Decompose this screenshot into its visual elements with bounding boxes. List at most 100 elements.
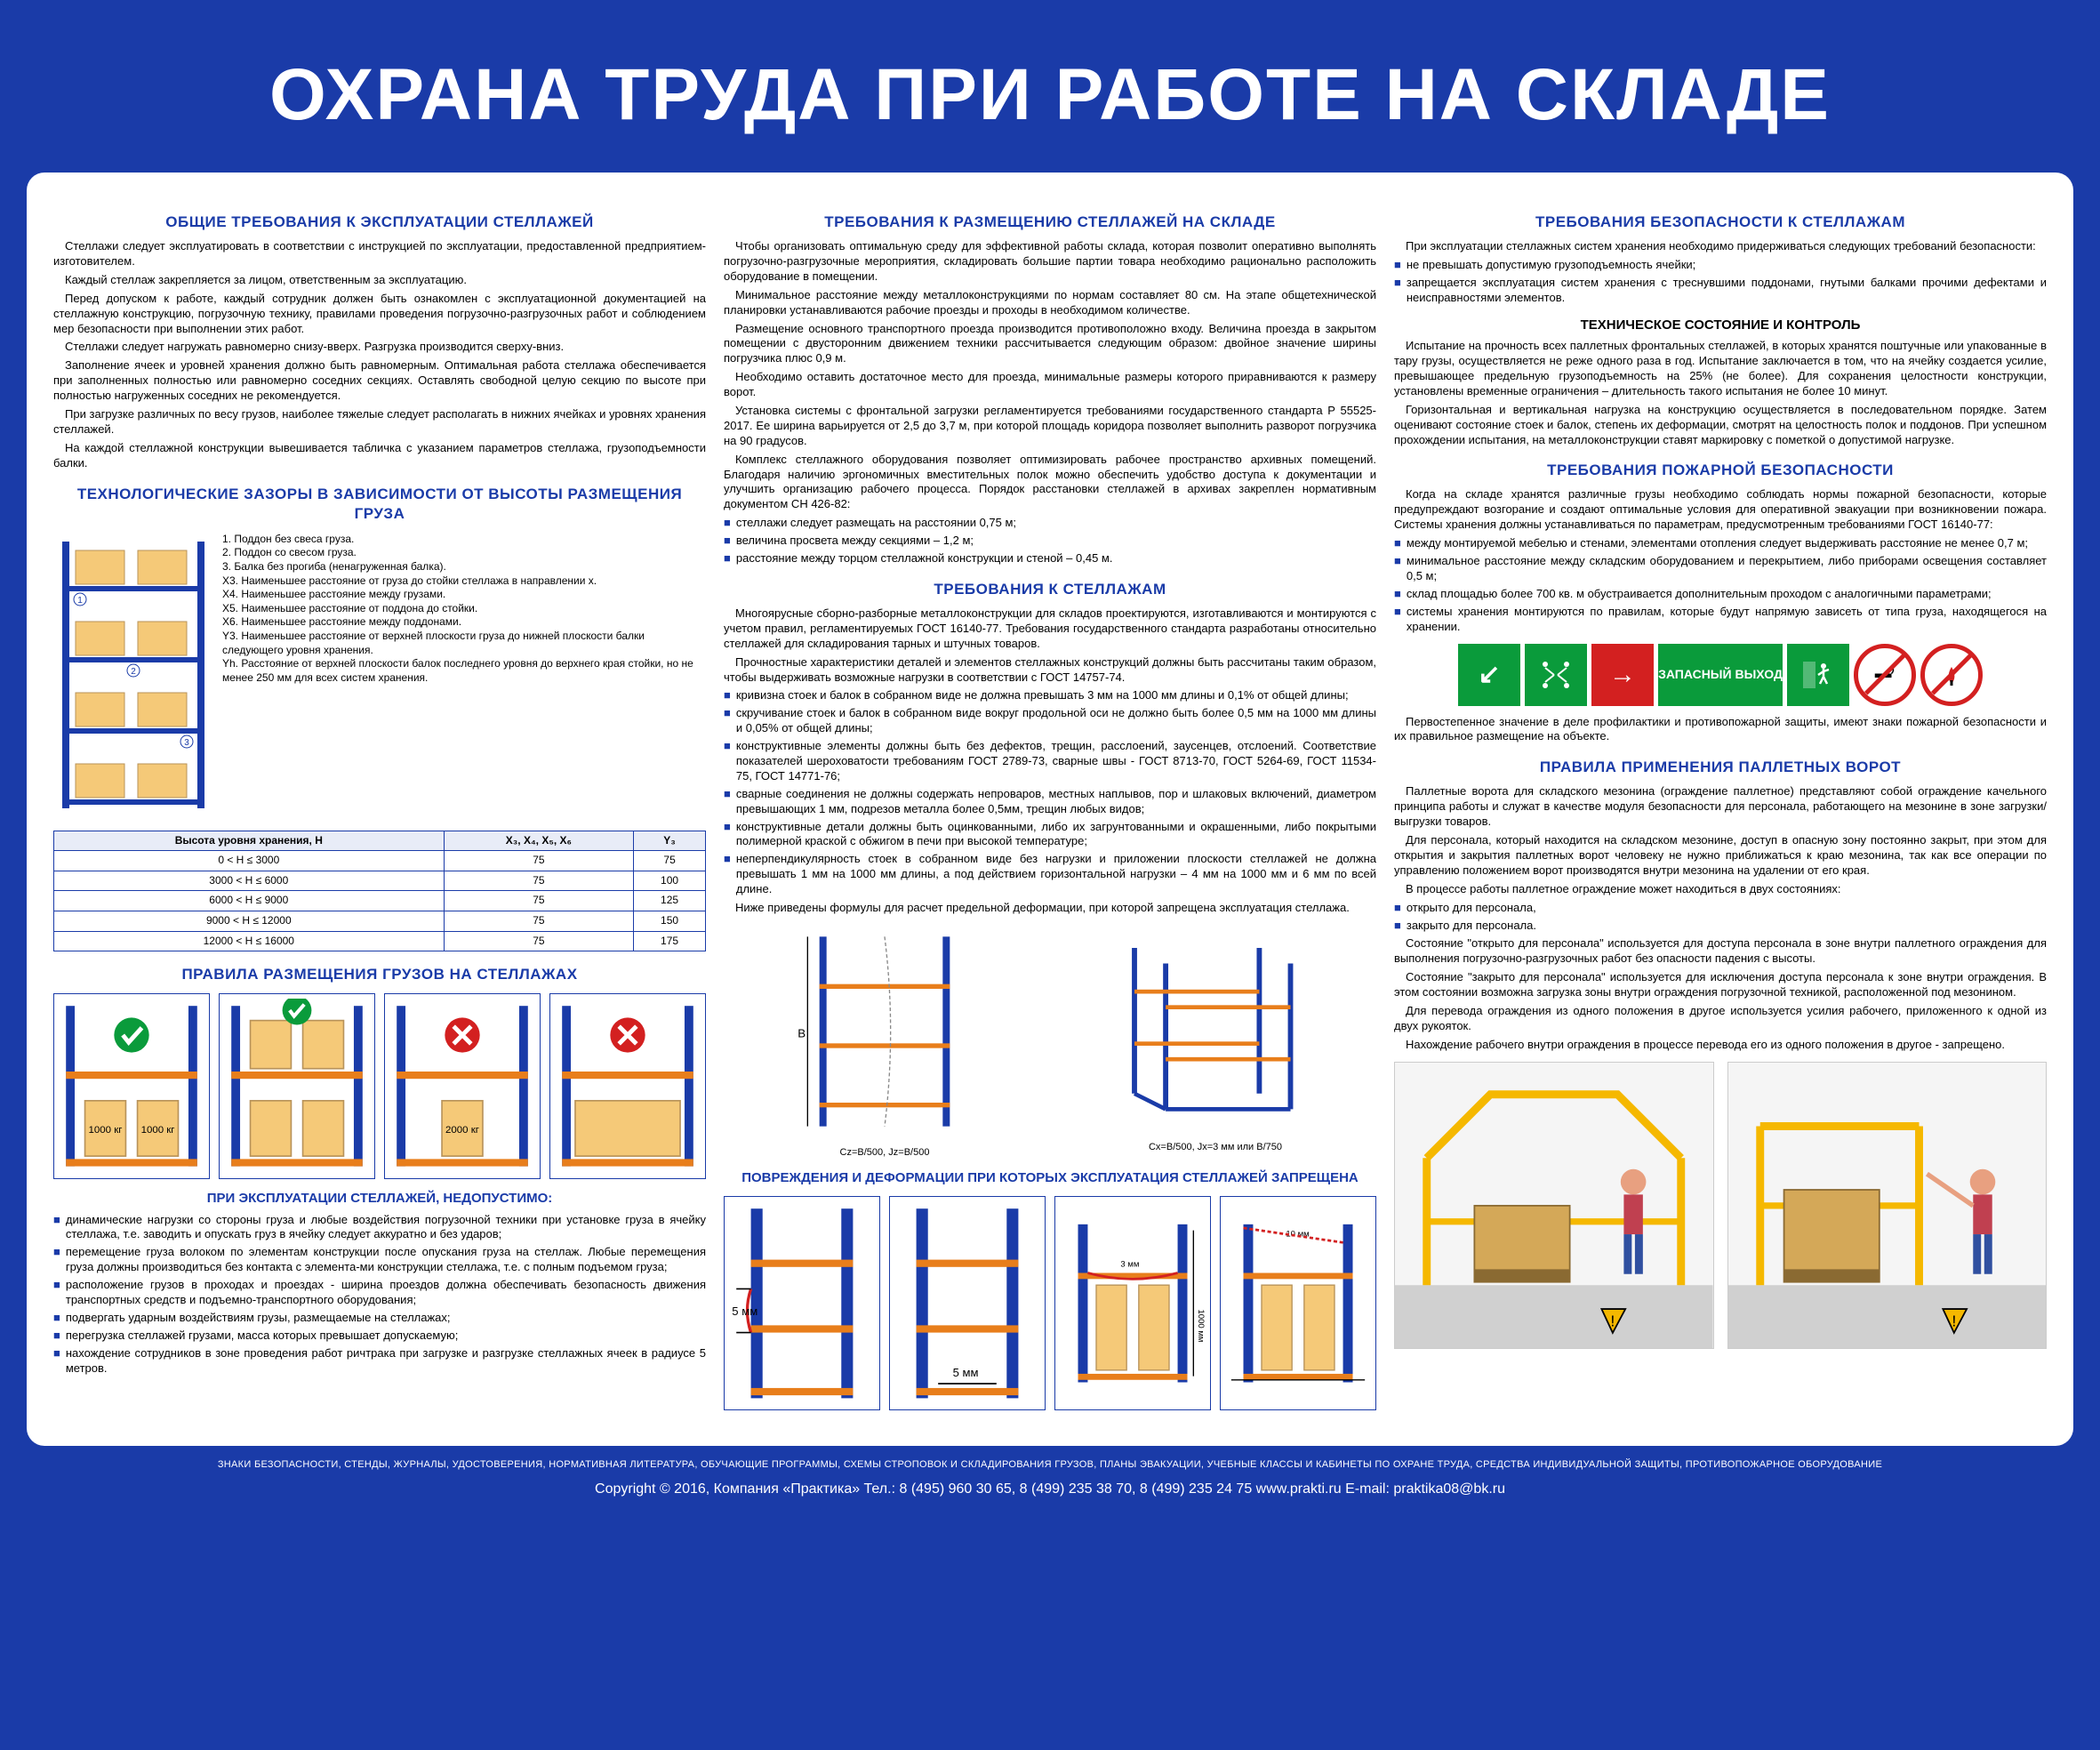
col2-s1-title: ТРЕБОВАНИЯ К РАЗМЕЩЕНИЮ СТЕЛЛАЖЕЙ НА СКЛ… <box>724 213 1376 232</box>
text: Для персонала, который находится на скла… <box>1394 833 2047 879</box>
damage-2: 5 мм <box>889 1196 1046 1411</box>
text: Первостепенное значение в деле профилакт… <box>1394 715 2047 745</box>
td: 75 <box>634 851 706 871</box>
no-smoking-icon <box>1854 644 1916 706</box>
col1-s1-title: ОБЩИЕ ТРЕБОВАНИЯ К ЭКСПЛУАТАЦИИ СТЕЛЛАЖЕ… <box>53 213 706 232</box>
damage-diagrams: 5 мм 5 мм <box>724 1196 1376 1411</box>
bullet: запрещается эксплуатация систем хранения… <box>1394 276 2047 306</box>
legend-item: 1. Поддон без свеса груза. <box>222 533 706 547</box>
legend-item: X6. Наименьшее расстояние между поддонам… <box>222 615 706 630</box>
td: 3000 < H ≤ 6000 <box>54 871 445 891</box>
formula-diagrams: B Cz=B/500, Jz=B/500 <box>724 925 1376 1159</box>
bullet: склад площадью более 700 кв. м обустраив… <box>1394 587 2047 602</box>
main-title: ОХРАНА ТРУДА ПРИ РАБОТЕ НА СКЛАДЕ <box>27 27 2073 173</box>
bullet: конструктивные элементы должны быть без … <box>724 739 1376 784</box>
text: Установка системы с фронтальной загрузки… <box>724 404 1376 449</box>
td: 75 <box>444 851 634 871</box>
bullet: расположение грузов в проходах и проезда… <box>53 1278 706 1308</box>
td: 0 < H ≤ 3000 <box>54 851 445 871</box>
svg-text:!: ! <box>1952 1312 1956 1329</box>
text: Состояние "закрыто для персонала" исполь… <box>1394 970 2047 1000</box>
text: Каждый стеллаж закрепляется за лицом, от… <box>53 273 706 288</box>
td: 12000 < H ≤ 16000 <box>54 931 445 951</box>
svg-text:1000 кг: 1000 кг <box>89 1125 123 1136</box>
col3-s1-sub: ТЕХНИЧЕСКОЕ СОСТОЯНИЕ И КОНТРОЛЬ <box>1394 317 2047 334</box>
text: Необходимо оставить достаточное место дл… <box>724 370 1376 400</box>
td: 75 <box>444 891 634 911</box>
td: 100 <box>634 871 706 891</box>
bullet: сварные соединения не должны содержать н… <box>724 787 1376 817</box>
td: 125 <box>634 891 706 911</box>
text: Комплекс стеллажного оборудования позвол… <box>724 453 1376 513</box>
svg-text:3: 3 <box>184 738 189 748</box>
legend-item: X4. Наименьшее расстояние между грузами. <box>222 588 706 602</box>
legend-item: Y3. Наименьшее расстояние от верхней пло… <box>222 630 706 657</box>
formula-diagram-1: B Cz=B/500, Jz=B/500 <box>724 925 1046 1159</box>
column-3: ТРЕБОВАНИЯ БЕЗОПАСНОСТИ К СТЕЛЛАЖАМ При … <box>1394 199 2047 1419</box>
bullet: неперпендикулярность стоек в собранном в… <box>724 852 1376 897</box>
text: На каждой стеллажной конструкции вывешив… <box>53 441 706 471</box>
placement-ok-2 <box>219 993 375 1179</box>
poster-root: ОХРАНА ТРУДА ПРИ РАБОТЕ НА СКЛАДЕ ОБЩИЕ … <box>18 18 2082 1513</box>
svg-text:5 мм: 5 мм <box>953 1365 979 1378</box>
content-area: ОБЩИЕ ТРЕБОВАНИЯ К ЭКСПЛУАТАЦИИ СТЕЛЛАЖЕ… <box>27 173 2073 1446</box>
bullet: скручивание стоек и балок в собранном ви… <box>724 706 1376 736</box>
td: 75 <box>444 931 634 951</box>
text: Заполнение ячеек и уровней хранения долж… <box>53 358 706 404</box>
formula-label: Cz=B/500, Jz=B/500 <box>724 1146 1046 1159</box>
td: 6000 < H ≤ 9000 <box>54 891 445 911</box>
placement-bad-2 <box>549 993 706 1179</box>
svg-text:5 мм: 5 мм <box>732 1304 757 1318</box>
td: 175 <box>634 931 706 951</box>
arrow-down-left-icon: ↙ <box>1458 644 1520 706</box>
svg-text:3 мм: 3 мм <box>1120 1259 1139 1269</box>
legend-item: Yh. Расстояние от верхней плоскости бало… <box>222 657 706 685</box>
text: Минимальное расстояние между металлоконс… <box>724 288 1376 318</box>
footer-services: ЗНАКИ БЕЗОПАСНОСТИ, СТЕНДЫ, ЖУРНАЛЫ, УДО… <box>27 1446 2073 1474</box>
bullet: не превышать допустимую грузоподъемность… <box>1394 258 2047 273</box>
emergency-exit-sign: ЗАПАСНЫЙ ВЫХОД <box>1658 644 1783 706</box>
th: X₃, X₄, X₅, X₆ <box>444 831 634 851</box>
gap-diagram-row: 1 2 3 1. Поддон без свеса груза. 2. Подд… <box>53 533 706 822</box>
text: Прочностные характеристики деталей и эле… <box>724 655 1376 686</box>
assembly-point-icon <box>1525 644 1587 706</box>
svg-text:!: ! <box>1610 1312 1615 1329</box>
col1-s2-title: ТЕХНОЛОГИЧЕСКИЕ ЗАЗОРЫ В ЗАВИСИМОСТИ ОТ … <box>53 485 706 524</box>
text: Для перевода ограждения из одного положе… <box>1394 1004 2047 1034</box>
text: Паллетные ворота для складского мезонина… <box>1394 784 2047 830</box>
svg-text:1000 кг: 1000 кг <box>141 1125 175 1136</box>
column-1: ОБЩИЕ ТРЕБОВАНИЯ К ЭКСПЛУАТАЦИИ СТЕЛЛАЖЕ… <box>53 199 706 1419</box>
bullet: открыто для персонала, <box>1394 901 2047 916</box>
bullet: величина просвета между секциями – 1,2 м… <box>724 534 1376 549</box>
pallet-gate-open: ! <box>1394 1062 1714 1350</box>
bullet: динамические нагрузки со стороны груза и… <box>53 1213 706 1243</box>
safety-signs-row: ↙ → ЗАПАСНЫЙ ВЫХОД <box>1394 644 2047 706</box>
th: Y₃ <box>634 831 706 851</box>
text: Состояние "открыто для персонала" исполь… <box>1394 936 2047 967</box>
legend-item: 2. Поддон со свесом груза. <box>222 546 706 560</box>
text: Стеллажи следует эксплуатировать в соотв… <box>53 239 706 269</box>
col3-s2-title: ТРЕБОВАНИЯ ПОЖАРНОЙ БЕЗОПАСНОСТИ <box>1394 461 2047 480</box>
td: 75 <box>444 911 634 932</box>
legend-item: X3. Наименьшее расстояние от груза до ст… <box>222 574 706 589</box>
bullet: минимальное расстояние между складским о… <box>1394 554 2047 584</box>
svg-text:1: 1 <box>77 596 83 606</box>
bullet: между монтируемой мебелью и стенами, эле… <box>1394 536 2047 551</box>
bullet: кривизна стоек и балок в собранном виде … <box>724 688 1376 703</box>
no-fire-icon <box>1920 644 1983 706</box>
text: Горизонтальная и вертикальная нагрузка н… <box>1394 403 2047 448</box>
exit-run-icon <box>1787 644 1849 706</box>
text: Перед допуском к работе, каждый сотрудни… <box>53 292 706 337</box>
placement-bad: 2000 кг <box>384 993 541 1179</box>
col1-s3-title: ПРАВИЛА РАЗМЕЩЕНИЯ ГРУЗОВ НА СТЕЛЛАЖАХ <box>53 965 706 984</box>
height-table: Высота уровня хранения, H X₃, X₄, X₅, X₆… <box>53 831 706 952</box>
col2-s3-title: ПОВРЕЖДЕНИЯ И ДЕФОРМАЦИИ ПРИ КОТОРЫХ ЭКС… <box>724 1169 1376 1187</box>
pallet-gate-closed: ! <box>1727 1062 2048 1350</box>
bullet: расстояние между торцом стеллажной конст… <box>724 551 1376 566</box>
svg-text:B: B <box>798 1027 806 1040</box>
copyright-line: Copyright © 2016, Компания «Практика» Те… <box>27 1474 2073 1505</box>
damage-4: 10 мм <box>1220 1196 1376 1411</box>
text: Размещение основного транспортного проез… <box>724 322 1376 367</box>
text: В процессе работы паллетное ограждение м… <box>1394 882 2047 897</box>
bullet: подвергать ударным воздействиям грузы, р… <box>53 1311 706 1326</box>
